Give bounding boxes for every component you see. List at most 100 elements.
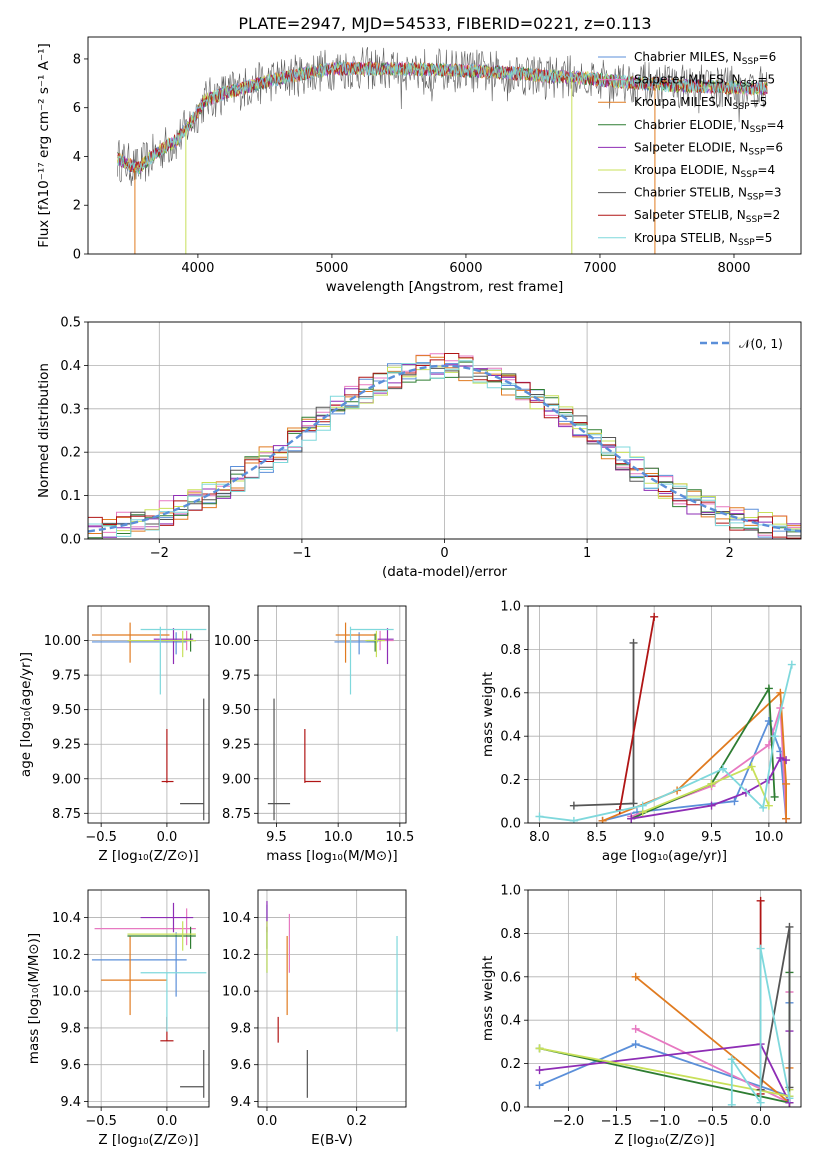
y-tick-label: 0.2 (500, 773, 521, 788)
series-marker (569, 801, 578, 810)
series-marker (764, 684, 773, 693)
x-axis-label: Z [log₁₀(Z/Z⊙)] (614, 1132, 714, 1148)
panel-residuals: −2 −1 0 1 2 0.0 0.1 0.2 0.3 0.4 0.5 (data-model)/er… (36, 316, 802, 580)
legend-entry: Kroupa MILES, NSSP=5 (634, 95, 767, 112)
series-marker (727, 1055, 736, 1064)
x-tick-label: 0.0 (157, 1114, 178, 1129)
errorbar-point (335, 622, 376, 663)
series-kroupa-elodie (638, 762, 773, 817)
x-tick-label: −1 (292, 546, 311, 561)
x-tick-label: 0.0 (157, 830, 178, 845)
y-tick-label: 1.0 (500, 600, 521, 615)
errorbar-point (91, 932, 187, 997)
y-tick-label: 0.4 (60, 359, 81, 374)
series-marker (719, 764, 727, 773)
y-tick-label: 0.8 (500, 643, 521, 658)
axes-frame (87, 321, 802, 540)
x-tick-label: 0.2 (346, 1114, 367, 1129)
x-axis-label: Z [log₁₀(Z/Z⊙)] (98, 848, 198, 864)
x-tick-label: 6000 (449, 261, 482, 276)
y-tick-label: 10.0 (52, 985, 81, 1000)
series-marker (756, 896, 765, 905)
axes-frame (87, 889, 210, 1108)
y-tick-label: 9.6 (60, 1058, 81, 1073)
errorbar-point (91, 622, 170, 663)
series-marker (764, 801, 773, 810)
series-marker (535, 1081, 544, 1090)
x-tick-label: 10.0 (324, 830, 353, 845)
errorbar-point (140, 626, 207, 695)
x-tick-label: 5000 (315, 261, 348, 276)
y-tick-label: 10.4 (52, 911, 81, 926)
x-tick-label: 0.0 (257, 1114, 278, 1129)
y-tick-label: 0.5 (60, 316, 81, 331)
panel-weight-vs-Z: −2.0 −1.5 −1.0 −0.5 0.0 0.0 0.2 0.4 0.6 0.8 1.0 Z [… (480, 884, 802, 1148)
series-marker (756, 1098, 765, 1107)
errorbar-point (267, 698, 291, 821)
panels: 4000 5000 6000 7000 8000 0 2 4 6 8 wavelength [Ang… (18, 36, 802, 1148)
histogram-salpeter-stelib (88, 353, 801, 539)
x-tick-label: 8.5 (586, 830, 607, 845)
figure-title: PLATE=2947, MJD=54533, FIBERID=0221, z=0… (238, 14, 651, 33)
y-axis-label: mass weight (480, 956, 496, 1041)
histogram-kroupa-stelib (88, 360, 801, 539)
y-tick-label: 8.75 (52, 807, 81, 822)
x-tick-label: 1 (583, 546, 591, 561)
y-tick-label: 10.4 (222, 911, 251, 926)
x-tick-label: 0 (440, 546, 448, 561)
plot-area (88, 353, 801, 539)
errorbar-point (153, 628, 194, 665)
series-marker (747, 762, 756, 771)
x-axis-label: wavelength [Angstrom, rest frame] (326, 279, 564, 295)
series-chabrier-stelib (569, 638, 638, 810)
y-tick-label: 9.75 (222, 669, 251, 684)
legend-entry-normal: 𝒩(0, 1) (739, 337, 783, 351)
x-axis-label: Z [log₁₀(Z/Z⊙)] (98, 1132, 198, 1148)
series-kroupa-stelib (727, 944, 794, 1107)
y-tick-label: 6 (73, 101, 81, 116)
x-tick-label: −1.0 (649, 1114, 681, 1129)
y-tick-label: 0.0 (60, 533, 81, 548)
y-tick-label: 0.1 (60, 489, 81, 504)
series-marker (707, 779, 716, 788)
y-tick-label: 4 (73, 150, 81, 165)
series-marker (629, 638, 638, 647)
plot-area (117, 47, 768, 254)
y-tick-label: 0.2 (60, 446, 81, 461)
x-tick-label: 9.0 (644, 830, 665, 845)
errorbar-point (349, 626, 394, 695)
y-tick-label: 9.50 (222, 703, 251, 718)
y-tick-label: 0.0 (500, 817, 521, 832)
series-marker (535, 812, 544, 821)
y-tick-label: 9.50 (52, 703, 81, 718)
x-tick-label: −0.5 (697, 1114, 729, 1129)
y-tick-label: 2 (73, 199, 81, 214)
series-marker (770, 792, 779, 801)
y-tick-label: 9.8 (230, 1021, 251, 1036)
series-marker (629, 799, 638, 808)
x-tick-label: −1.5 (601, 1114, 633, 1129)
series-marker (707, 801, 716, 810)
series-marker (631, 1040, 640, 1049)
y-axis-label: Normed distribution (36, 363, 52, 498)
x-tick-label: 9.5 (701, 830, 722, 845)
legend-entry: Salpeter STELIB, NSSP=2 (634, 208, 780, 225)
y-tick-label: 9.4 (230, 1095, 251, 1110)
series-marker (782, 756, 791, 765)
spectrum-legend: Chabrier MILES, NSSP=6 Salpeter MILES, NS… (598, 50, 784, 248)
series-marker (631, 972, 640, 981)
y-tick-label: 0.4 (500, 730, 521, 745)
errorbar-point (140, 972, 207, 1032)
y-tick-label: 8 (73, 52, 81, 67)
series-marker (770, 732, 779, 741)
errorbar-point (91, 632, 187, 655)
spectrum-line-kroupa-stelib (117, 61, 768, 176)
legend-entry: Chabrier ELODIE, NSSP=4 (634, 118, 784, 135)
errorbar-point (377, 628, 394, 665)
series-marker (787, 660, 796, 669)
y-tick-label: 9.6 (230, 1058, 251, 1073)
y-tick-label: 0.3 (60, 402, 81, 417)
plot-area (535, 612, 796, 823)
errorbar-point (127, 921, 196, 951)
